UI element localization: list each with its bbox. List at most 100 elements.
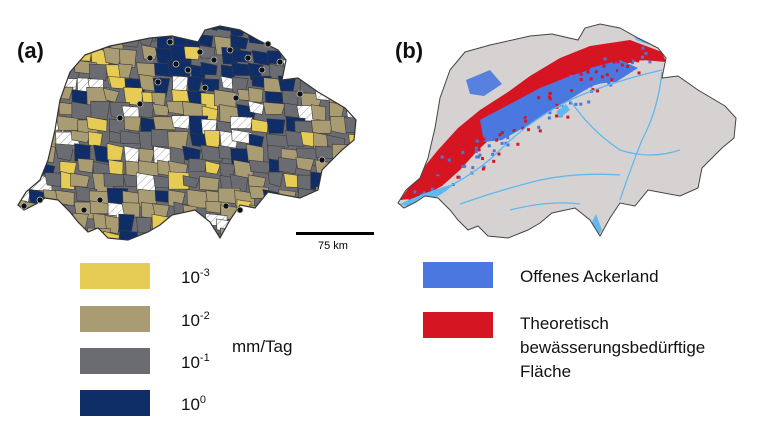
land-pixel xyxy=(602,64,606,68)
land-pixel xyxy=(652,49,656,53)
land-pixel xyxy=(631,59,635,63)
land-pixel xyxy=(523,116,527,120)
land-pixel xyxy=(615,69,619,73)
land-pixel xyxy=(566,115,570,119)
land-pixel xyxy=(506,136,510,140)
catchment-patch xyxy=(151,213,170,232)
catchment-patch xyxy=(9,245,24,250)
catchment-patch xyxy=(149,26,169,33)
catchment-patch xyxy=(44,31,64,46)
land-pixel xyxy=(475,139,479,143)
catchment-patch xyxy=(42,26,59,33)
legend-swatch-irrigation xyxy=(423,312,493,338)
legend-label-arable: Offenes Ackerland xyxy=(520,267,659,286)
catchment-patches xyxy=(9,26,380,250)
land-pixel xyxy=(609,83,613,87)
catchment-patch xyxy=(312,202,331,221)
catchment-patch xyxy=(121,202,141,218)
land-pixel xyxy=(422,191,426,195)
land-pixel xyxy=(408,197,412,201)
land-pixel xyxy=(620,63,624,67)
catchment-patch xyxy=(61,246,82,250)
land-pixel xyxy=(487,144,491,148)
legend-label-2: 10-1 xyxy=(181,352,210,372)
land-pixel xyxy=(568,101,572,105)
catchment-patch xyxy=(26,91,46,105)
station-marker xyxy=(296,90,304,98)
station-marker xyxy=(210,56,218,64)
catchment-patch xyxy=(152,103,170,117)
catchment-patch xyxy=(248,87,264,103)
land-pixel xyxy=(445,172,449,176)
catchment-patch xyxy=(18,105,29,123)
catchment-patch xyxy=(55,189,75,207)
legend-label-irrigation-1: Theoretisch xyxy=(520,314,609,333)
land-pixel xyxy=(595,89,599,93)
land-pixel xyxy=(468,146,472,150)
catchment-patch xyxy=(103,172,125,187)
catchment-patch xyxy=(170,115,191,130)
catchment-patch xyxy=(86,116,108,132)
land-pixel xyxy=(399,175,403,179)
land-pixel xyxy=(463,164,467,168)
land-pixel xyxy=(527,128,531,132)
catchment-patch xyxy=(249,228,266,240)
catchment-patch xyxy=(247,100,265,115)
catchment-patch xyxy=(219,227,240,240)
catchment-patch xyxy=(22,216,40,235)
station-marker xyxy=(80,206,88,214)
land-pixel xyxy=(616,60,620,64)
catchment-patch xyxy=(205,200,222,214)
station-marker xyxy=(236,206,244,214)
catchment-patch xyxy=(247,217,265,237)
land-pixel xyxy=(482,137,486,141)
land-pixel xyxy=(464,148,468,152)
catchment-patch xyxy=(187,26,206,35)
land-pixel xyxy=(454,156,458,160)
catchment-patch xyxy=(327,217,353,233)
catchment-patch xyxy=(204,160,221,175)
catchment-patch xyxy=(311,119,333,134)
catchment-patch xyxy=(344,175,356,192)
land-pixel xyxy=(579,78,583,82)
catchment-patch xyxy=(341,35,356,54)
legend-swatch-0 xyxy=(80,263,150,289)
catchment-patch xyxy=(44,172,62,188)
catchment-patch xyxy=(156,244,176,250)
land-pixel xyxy=(610,78,614,82)
catchment-patch xyxy=(187,76,203,92)
catchment-patch xyxy=(326,204,344,218)
catchment-patch xyxy=(359,146,380,158)
land-pixel xyxy=(475,130,479,134)
legend-label-1: 10-2 xyxy=(181,310,210,330)
land-pixel xyxy=(482,165,486,169)
land-pixel xyxy=(498,133,502,137)
catchment-patch xyxy=(359,132,378,145)
land-pixel xyxy=(430,187,434,191)
station-marker xyxy=(146,54,154,62)
land-pixel xyxy=(548,111,552,115)
catchment-patch xyxy=(359,48,374,65)
land-pixel xyxy=(469,136,473,140)
catchment-patch xyxy=(364,158,380,171)
catchment-patch xyxy=(315,186,341,207)
land-pixel xyxy=(621,67,625,71)
station-marker xyxy=(184,66,192,74)
catchment-patch xyxy=(39,200,58,218)
catchment-patch xyxy=(315,34,333,54)
catchment-patch xyxy=(189,244,211,250)
land-pixel xyxy=(540,90,544,94)
catchment-patch xyxy=(170,231,191,240)
land-pixel xyxy=(605,73,609,77)
catchment-patch xyxy=(41,106,58,125)
legend-label-3: 100 xyxy=(181,394,207,414)
catchment-patch xyxy=(285,247,306,250)
catchment-patch xyxy=(297,200,318,220)
catchment-patch xyxy=(296,26,319,39)
land-pixel xyxy=(474,150,478,154)
catchment-patch xyxy=(316,75,340,91)
land-pixel xyxy=(548,97,552,101)
catchment-patch xyxy=(295,34,315,51)
catchment-patch xyxy=(263,213,279,233)
catchment-patch xyxy=(277,215,294,231)
